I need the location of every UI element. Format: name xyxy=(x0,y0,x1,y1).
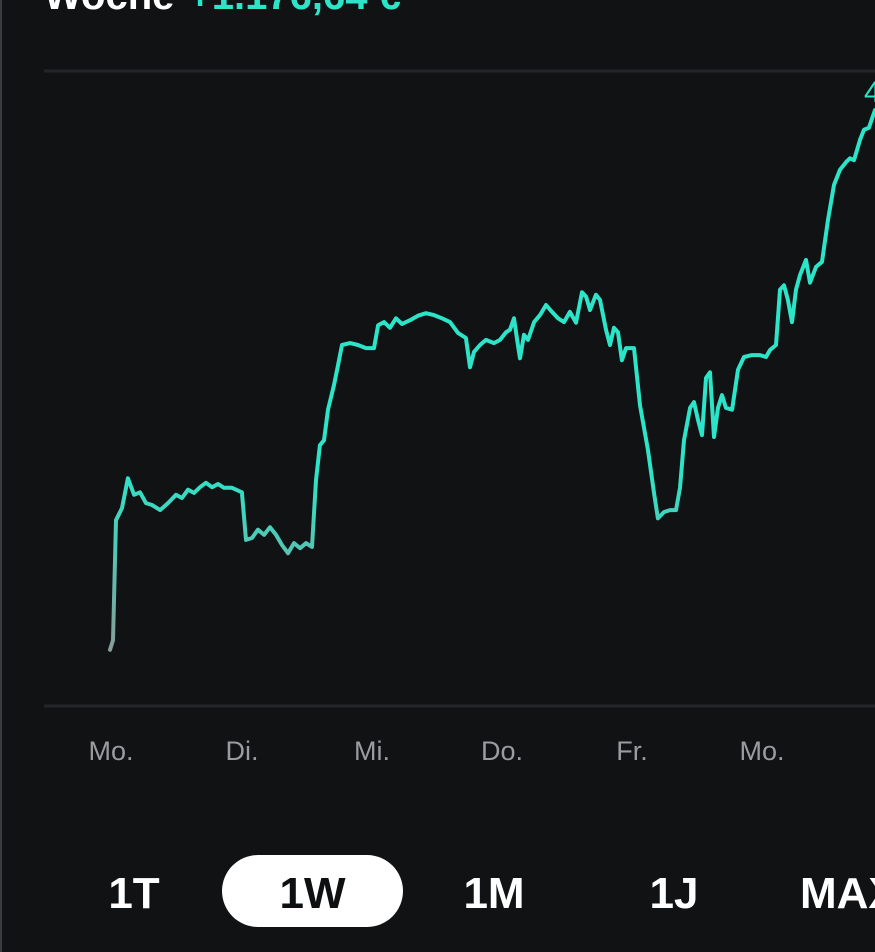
range-1w-button[interactable]: 1W xyxy=(222,855,403,927)
max-value-label: 4 xyxy=(864,76,875,109)
period-change-value: +1.176,64 € xyxy=(188,0,400,18)
period-label: Woche xyxy=(44,0,174,18)
range-1t-button[interactable]: 1T xyxy=(108,869,160,918)
x-tick-label: Fr. xyxy=(616,736,648,766)
x-tick-label: Do. xyxy=(480,736,524,766)
x-tick-label: Mo. xyxy=(739,736,785,766)
range-1m-button[interactable]: 1M xyxy=(463,869,525,918)
window-edge xyxy=(0,0,2,952)
range-max-button[interactable]: MAX xyxy=(800,869,875,918)
price-line xyxy=(108,108,875,652)
x-tick-label: Di. xyxy=(225,736,259,766)
x-tick-label: Mo. xyxy=(88,736,134,766)
x-tick-label: Mi. xyxy=(354,736,390,766)
range-1j-button[interactable]: 1J xyxy=(649,869,699,918)
performance-header: Woche +1.176,64 € xyxy=(44,0,401,19)
price-chart[interactable] xyxy=(0,0,875,720)
time-range-selector: 1T 1W 1M 1J MAX xyxy=(0,855,875,927)
